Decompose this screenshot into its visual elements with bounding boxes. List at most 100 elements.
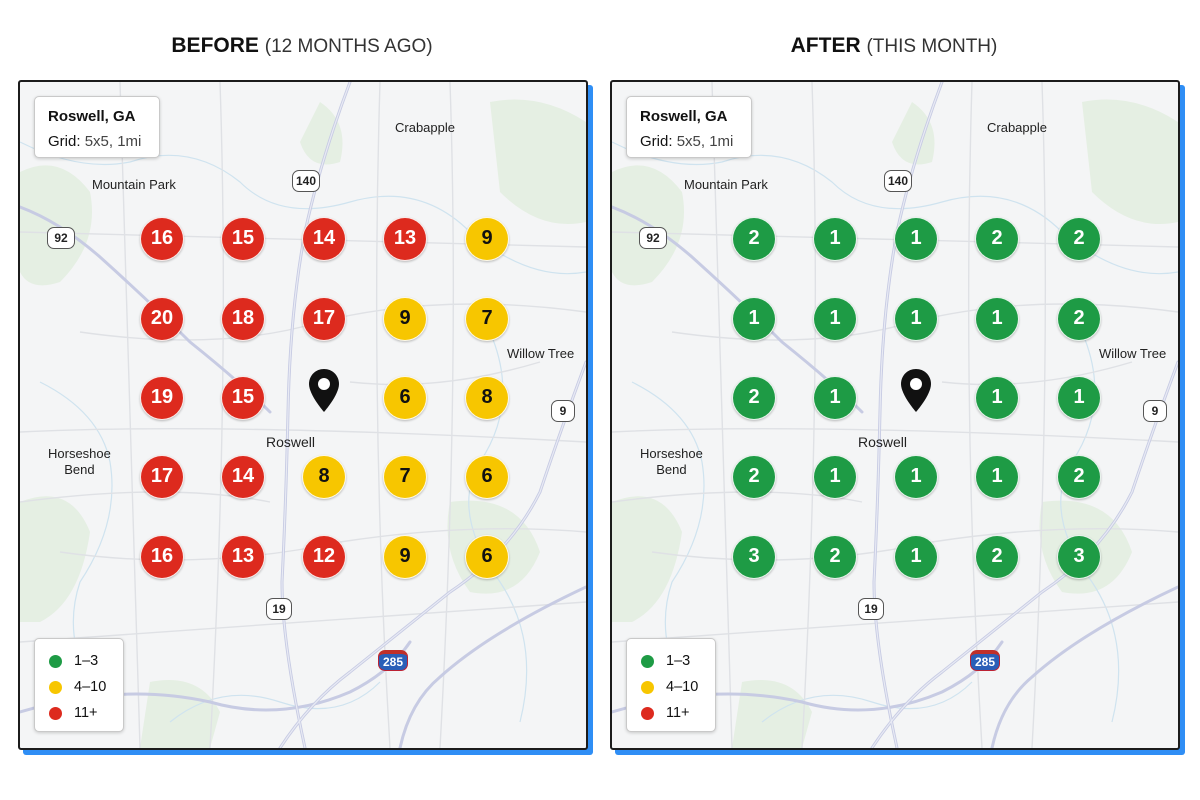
rank-marker[interactable]: 17	[302, 297, 346, 341]
rank-marker[interactable]: 3	[1057, 535, 1101, 579]
legend-red-dot-icon	[49, 707, 62, 720]
legend-item: 1–3	[641, 651, 711, 671]
rank-marker[interactable]: 16	[140, 535, 184, 579]
legend-yellow-dot-icon	[641, 681, 654, 694]
map-pin-icon[interactable]	[899, 368, 933, 414]
route-9-shield-icon: 9	[551, 400, 575, 422]
rank-marker[interactable]: 6	[465, 535, 509, 579]
info-grid-label: Grid:	[640, 133, 673, 150]
rank-marker[interactable]: 20	[140, 297, 184, 341]
info-location: Roswell, GA	[640, 108, 728, 125]
info-grid-value: 5x5, 1mi	[676, 133, 734, 150]
legend: 1–3 4–10 11+	[34, 638, 124, 732]
rank-marker[interactable]: 2	[732, 455, 776, 499]
rank-marker[interactable]: 2	[732, 376, 776, 420]
after-title-bold: AFTER	[790, 34, 861, 57]
legend-item: 11+	[641, 703, 711, 723]
legend-red-dot-icon	[641, 707, 654, 720]
rank-marker[interactable]: 2	[1057, 455, 1101, 499]
rank-marker[interactable]: 9	[465, 217, 509, 261]
info-grid-value: 5x5, 1mi	[84, 133, 142, 150]
rank-marker[interactable]: 1	[813, 376, 857, 420]
info-card: Roswell, GA Grid: 5x5, 1mi	[34, 96, 160, 158]
legend-item: 4–10	[641, 677, 711, 697]
route-140-shield-icon: 140	[292, 170, 320, 192]
rank-marker[interactable]: 12	[302, 535, 346, 579]
rank-marker[interactable]: 2	[975, 535, 1019, 579]
rank-marker[interactable]: 15	[221, 376, 265, 420]
rank-marker[interactable]: 1	[975, 455, 1019, 499]
map-pin-icon[interactable]	[307, 368, 341, 414]
rank-marker[interactable]: 15	[221, 217, 265, 261]
route-140-shield-icon: 140	[884, 170, 912, 192]
rank-marker[interactable]: 1	[894, 535, 938, 579]
rank-marker[interactable]: 1	[1057, 376, 1101, 420]
route-19-shield-icon: 19	[858, 598, 884, 620]
rank-marker[interactable]: 2	[1057, 297, 1101, 341]
rank-marker[interactable]: 9	[383, 297, 427, 341]
rank-marker[interactable]: 1	[894, 297, 938, 341]
legend-item: 1–3	[49, 651, 119, 671]
rank-marker[interactable]: 1	[813, 297, 857, 341]
rank-marker[interactable]: 17	[140, 455, 184, 499]
after-map-panel[interactable]: Crabapple Mountain Park Willow Tree Hors…	[610, 80, 1180, 750]
legend-item: 11+	[49, 703, 119, 723]
legend-label: 11+	[666, 705, 690, 721]
before-title-bold: BEFORE	[171, 34, 259, 57]
legend-label: 1–3	[666, 653, 691, 669]
rank-marker[interactable]: 8	[465, 376, 509, 420]
place-label-horseshoe-bend: Horseshoe Bend	[640, 446, 703, 477]
rank-marker[interactable]: 1	[975, 376, 1019, 420]
before-map-panel[interactable]: Crabapple Mountain Park Willow Tree Hors…	[18, 80, 588, 750]
rank-marker[interactable]: 1	[975, 297, 1019, 341]
place-label-crabapple: Crabapple	[395, 120, 455, 135]
rank-marker[interactable]: 1	[894, 455, 938, 499]
rank-marker[interactable]: 9	[383, 535, 427, 579]
info-grid: Grid: 5x5, 1mi	[48, 133, 141, 150]
rank-marker[interactable]: 3	[732, 535, 776, 579]
rank-marker[interactable]: 1	[813, 455, 857, 499]
rank-marker[interactable]: 1	[732, 297, 776, 341]
legend-yellow-dot-icon	[49, 681, 62, 694]
route-9-shield-icon: 9	[1143, 400, 1167, 422]
place-label-roswell: Roswell	[266, 434, 316, 450]
rank-marker[interactable]: 14	[302, 217, 346, 261]
info-card: Roswell, GA Grid: 5x5, 1mi	[626, 96, 752, 158]
before-title: BEFORE (12 MONTHS AGO)	[18, 34, 586, 64]
rank-marker[interactable]: 1	[813, 217, 857, 261]
interstate-285-shield-icon: 285	[970, 650, 1000, 671]
before-title-sub: (12 MONTHS AGO)	[264, 36, 433, 57]
info-location: Roswell, GA	[48, 108, 136, 125]
legend: 1–3 4–10 11+	[626, 638, 716, 732]
rank-marker[interactable]: 1	[894, 217, 938, 261]
after-title-sub: (THIS MONTH)	[866, 36, 998, 57]
info-grid: Grid: 5x5, 1mi	[640, 133, 733, 150]
rank-marker[interactable]: 2	[975, 217, 1019, 261]
rank-marker[interactable]: 7	[383, 455, 427, 499]
legend-label: 11+	[74, 705, 98, 721]
rank-marker[interactable]: 8	[302, 455, 346, 499]
rank-marker[interactable]: 16	[140, 217, 184, 261]
legend-item: 4–10	[49, 677, 119, 697]
rank-marker[interactable]: 2	[732, 217, 776, 261]
place-label-willow-tree: Willow Tree	[507, 346, 575, 361]
rank-marker[interactable]: 7	[465, 297, 509, 341]
rank-marker[interactable]: 13	[221, 535, 265, 579]
rank-marker[interactable]: 6	[465, 455, 509, 499]
rank-marker[interactable]: 19	[140, 376, 184, 420]
after-title: AFTER (THIS MONTH)	[610, 34, 1178, 64]
place-label-willow-tree: Willow Tree	[1099, 346, 1167, 361]
rank-marker[interactable]: 18	[221, 297, 265, 341]
rank-marker[interactable]: 2	[1057, 217, 1101, 261]
route-19-shield-icon: 19	[266, 598, 292, 620]
route-92-shield-icon: 92	[639, 227, 667, 249]
interstate-285-shield-icon: 285	[378, 650, 408, 671]
rank-marker[interactable]: 2	[813, 535, 857, 579]
rank-marker[interactable]: 13	[383, 217, 427, 261]
legend-label: 1–3	[74, 653, 99, 669]
place-label-roswell: Roswell	[858, 434, 908, 450]
rank-marker[interactable]: 6	[383, 376, 427, 420]
place-label-horseshoe-bend: Horseshoe Bend	[48, 446, 111, 477]
rank-marker[interactable]: 14	[221, 455, 265, 499]
place-label-mountain-park: Mountain Park	[684, 177, 768, 192]
